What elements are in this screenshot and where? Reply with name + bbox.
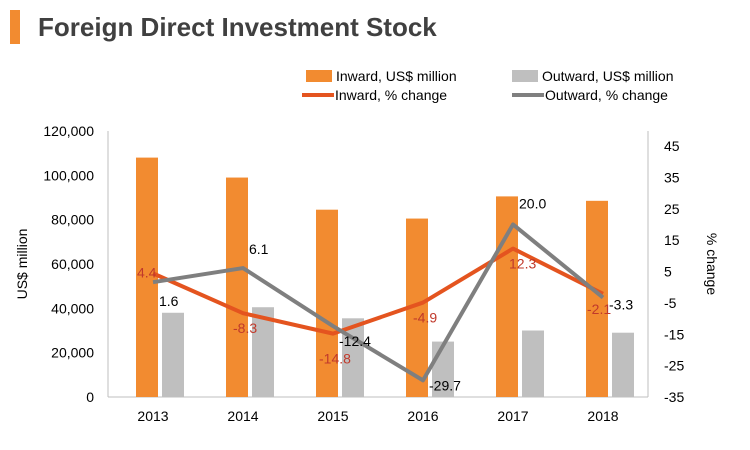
outward-pct-label: 1.6 <box>159 293 179 309</box>
legend-label: Inward, % change <box>335 87 447 103</box>
y2-tick-label: 5 <box>664 264 672 280</box>
inward-pct-label: 12.3 <box>509 256 536 272</box>
inward-bar <box>226 177 248 397</box>
outward-pct-label: 6.1 <box>249 241 269 257</box>
inward-pct-label: -14.8 <box>319 351 351 367</box>
legend-label: Inward, US$ million <box>336 68 457 84</box>
y2-tick-label: -15 <box>664 326 684 342</box>
title-accent-bar <box>10 10 20 44</box>
x-tick-label: 2018 <box>587 408 618 424</box>
outward-bar <box>612 332 634 397</box>
x-tick-label: 2017 <box>497 408 528 424</box>
y2-tick-label: -5 <box>664 295 677 311</box>
y-tick-label: 40,000 <box>51 300 94 316</box>
inward-pct-label: -4.9 <box>413 310 437 326</box>
x-tick-label: 2015 <box>317 408 348 424</box>
y-tick-label: 60,000 <box>51 256 94 272</box>
outward-pct-label: -29.7 <box>429 377 461 393</box>
outward-bar <box>252 307 274 397</box>
outward-bar <box>342 318 364 397</box>
legend-label: Outward, % change <box>545 87 668 103</box>
outward-bar <box>522 330 544 397</box>
legend-swatch <box>512 70 538 82</box>
inward-bar <box>406 218 428 397</box>
y-tick-label: 20,000 <box>51 345 94 361</box>
legend-label: Outward, US$ million <box>542 68 674 84</box>
inward-pct-line <box>152 246 604 336</box>
y-tick-label: 80,000 <box>51 212 94 228</box>
y2-tick-label: 35 <box>664 169 680 185</box>
y2-tick-label: -25 <box>664 358 684 374</box>
y-tick-label: 0 <box>86 389 94 405</box>
inward-bar <box>586 200 608 397</box>
legend-swatch <box>306 70 332 82</box>
y-axis-title: US$ million <box>14 229 30 300</box>
y-tick-label: 100,000 <box>43 167 94 183</box>
outward-pct-label: -12.4 <box>339 333 371 349</box>
x-tick-label: 2016 <box>407 408 438 424</box>
y2-tick-label: 15 <box>664 232 680 248</box>
inward-pct-label: 4.4 <box>137 264 157 280</box>
y2-tick-label: 25 <box>664 201 680 217</box>
x-tick-label: 2014 <box>227 408 258 424</box>
outward-pct-line <box>152 222 605 383</box>
outward-pct-label: -3.3 <box>609 297 633 313</box>
y2-axis-title: % change <box>704 233 720 295</box>
x-tick-label: 2013 <box>137 408 168 424</box>
y-tick-label: 120,000 <box>43 123 94 139</box>
outward-bar <box>162 312 184 397</box>
y2-tick-label: -35 <box>664 389 684 405</box>
inward-bar <box>316 209 338 397</box>
chart-title: Foreign Direct Investment Stock <box>38 12 437 42</box>
inward-pct-label: -8.3 <box>233 320 257 336</box>
inward-pct-label: -2.1 <box>587 301 611 317</box>
y2-tick-label: 45 <box>664 138 680 154</box>
outward-pct-label: 20.0 <box>519 195 546 211</box>
inward-bar <box>136 157 158 397</box>
